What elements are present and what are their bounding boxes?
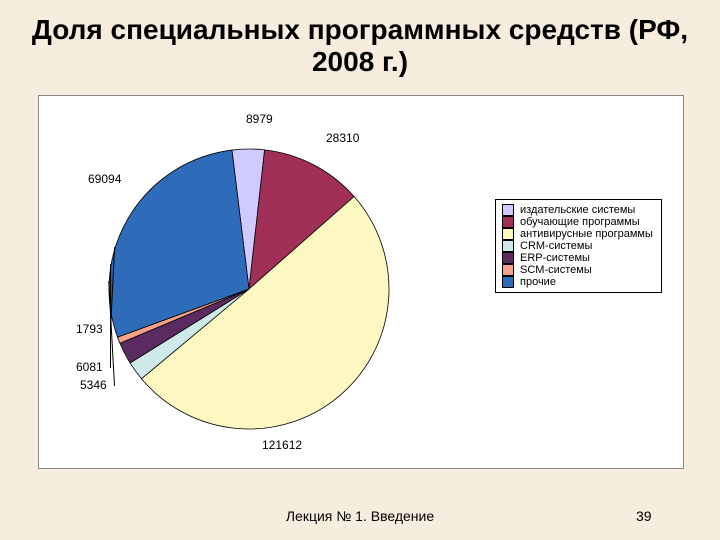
legend: издательские системыобучающие программыа…	[495, 199, 662, 293]
data-label: 6081	[76, 360, 103, 374]
legend-label: антивирусные программы	[520, 228, 653, 240]
legend-swatch	[502, 216, 514, 228]
legend-swatch	[502, 204, 514, 216]
legend-swatch	[502, 240, 514, 252]
legend-label: CRM-системы	[520, 240, 592, 252]
legend-item: CRM-системы	[502, 240, 653, 252]
page-number: 39	[636, 508, 652, 524]
page-title: Доля специальных программных средств (РФ…	[0, 14, 720, 78]
pie-svg	[107, 147, 391, 431]
legend-item: ERP-системы	[502, 252, 653, 264]
legend-label: обучающие программы	[520, 216, 640, 228]
legend-item: издательские системы	[502, 204, 653, 216]
footer-center: Лекция № 1. Введение	[0, 508, 720, 524]
pie-chart	[107, 147, 391, 431]
legend-swatch	[502, 276, 514, 288]
legend-label: издательские системы	[520, 204, 635, 216]
data-label: 69094	[88, 172, 121, 186]
legend-swatch	[502, 252, 514, 264]
data-label: 1793	[76, 322, 103, 336]
data-label: 5346	[80, 378, 107, 392]
data-label: 28310	[326, 131, 359, 145]
legend-item: обучающие программы	[502, 216, 653, 228]
data-label: 8979	[246, 112, 273, 126]
chart-area: издательские системыобучающие программыа…	[38, 95, 684, 469]
legend-swatch	[502, 264, 514, 276]
legend-swatch	[502, 228, 514, 240]
data-label: 121612	[262, 438, 302, 452]
legend-label: ERP-системы	[520, 252, 590, 264]
legend-item: прочие	[502, 276, 653, 288]
legend-item: антивирусные программы	[502, 228, 653, 240]
legend-label: SCM-системы	[520, 264, 592, 276]
legend-item: SCM-системы	[502, 264, 653, 276]
slide: { "slide": { "background_color": "#f7edd…	[0, 0, 720, 540]
legend-label: прочие	[520, 276, 556, 288]
